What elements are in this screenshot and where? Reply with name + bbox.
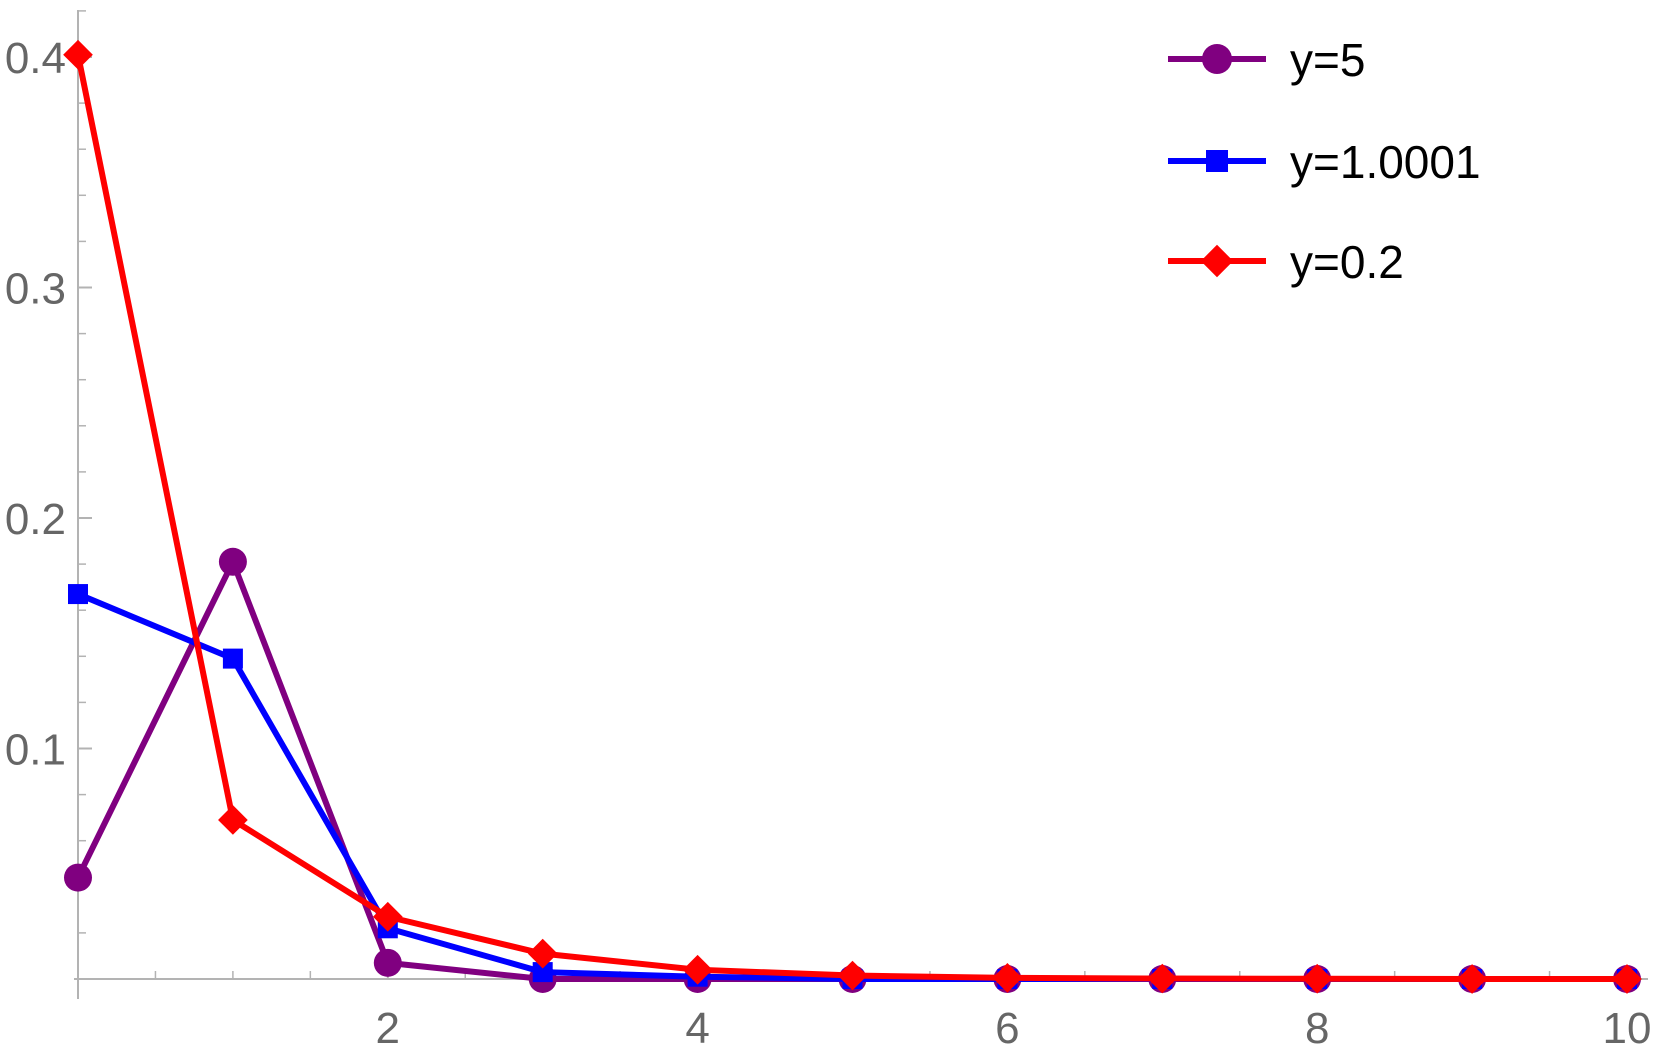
x-tick-label: 4 [685,1004,709,1053]
data-point [222,648,243,669]
data-point [1147,963,1178,994]
legend-label: y=0.2 [1290,236,1404,288]
x-tick-label: 2 [376,1004,400,1053]
data-point [992,962,1023,993]
y-tick-label: 0.1 [5,726,66,775]
data-point [682,954,713,985]
legend: y=5 y=1.0001 y=0.2 [1168,34,1481,288]
y-tick-label: 0.2 [5,495,66,544]
series-line [75,54,1627,982]
data-point [373,948,402,977]
data-point [218,805,248,835]
data-point [63,39,93,70]
data-point [1202,44,1232,74]
legend-label: y=5 [1290,34,1365,86]
data-point [68,584,88,605]
data-point [1302,963,1333,994]
legend-label: y=1.0001 [1290,136,1481,188]
data-point [532,962,553,983]
data-point [837,960,868,991]
data-point [1200,244,1234,278]
data-point [527,938,558,969]
x-tick-label: 6 [995,1004,1019,1053]
series-line [76,591,1627,982]
data-point [64,863,92,892]
axes: 2 4 6 8 10 0.1 0.2 0.3 0.4 [5,10,1652,1053]
plot-area [63,39,1642,994]
y-tick-label: 0.3 [5,265,66,314]
x-tick-label: 10 [1603,1004,1652,1053]
data-point [218,547,247,576]
data-point [1206,150,1228,172]
data-point [1612,964,1642,994]
data-point [372,901,403,932]
x-tick-label: 8 [1305,1004,1329,1053]
data-point [1457,964,1487,994]
y-tick-label: 0.4 [5,34,66,83]
series-line [75,558,1627,982]
